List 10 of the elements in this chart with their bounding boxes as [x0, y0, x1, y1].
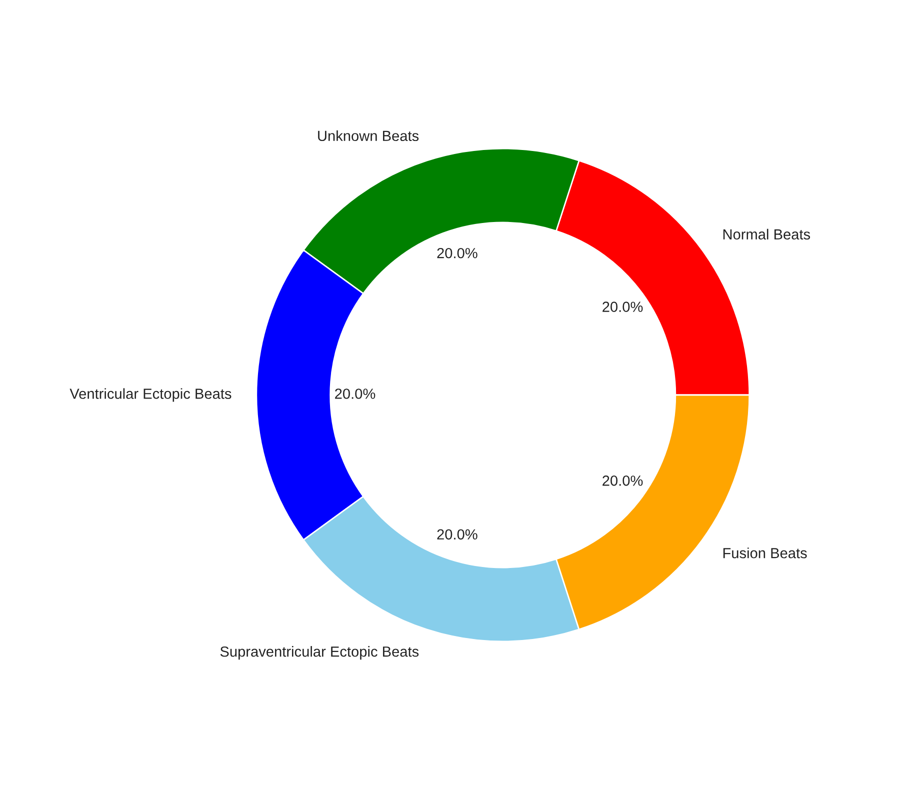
data-label: 20.0% [437, 529, 478, 540]
slice-label: Ventricular Ectopic Beats [70, 388, 232, 402]
slice-label: Normal Beats [723, 228, 810, 240]
slice-label: Unknown Beats [318, 130, 419, 142]
data-label: 20.0% [602, 302, 643, 312]
slice-label: Supraventricular Ectopic Beats [220, 646, 419, 660]
data-label: 20.0% [602, 476, 643, 486]
data-label: 20.0% [335, 388, 376, 399]
data-label: 20.0% [437, 248, 478, 258]
slice-label: Fusion Beats [723, 548, 807, 558]
